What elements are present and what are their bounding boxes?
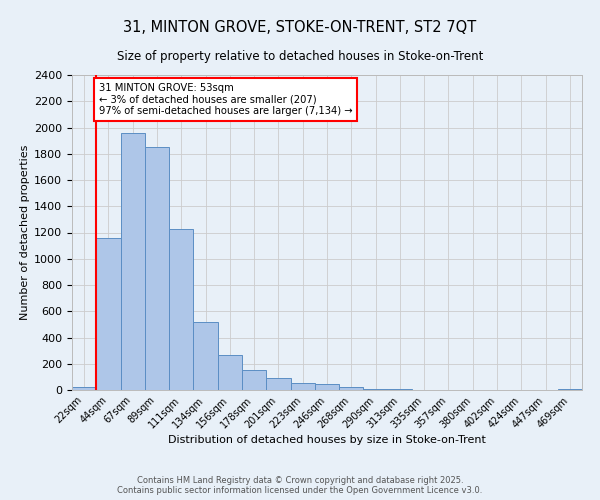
Bar xyxy=(242,370,266,390)
Bar xyxy=(145,147,169,390)
Bar xyxy=(72,386,96,390)
Bar xyxy=(266,378,290,390)
Bar xyxy=(169,228,193,390)
Bar xyxy=(218,354,242,390)
Text: 31 MINTON GROVE: 53sqm
← 3% of detached houses are smaller (207)
97% of semi-det: 31 MINTON GROVE: 53sqm ← 3% of detached … xyxy=(99,83,352,116)
X-axis label: Distribution of detached houses by size in Stoke-on-Trent: Distribution of detached houses by size … xyxy=(168,436,486,446)
Bar xyxy=(121,132,145,390)
Text: 31, MINTON GROVE, STOKE-ON-TRENT, ST2 7QT: 31, MINTON GROVE, STOKE-ON-TRENT, ST2 7Q… xyxy=(124,20,476,35)
Bar xyxy=(96,238,121,390)
Bar xyxy=(290,383,315,390)
Bar xyxy=(193,322,218,390)
Y-axis label: Number of detached properties: Number of detached properties xyxy=(20,145,30,320)
Bar xyxy=(339,388,364,390)
Text: Size of property relative to detached houses in Stoke-on-Trent: Size of property relative to detached ho… xyxy=(117,50,483,63)
Text: Contains HM Land Registry data © Crown copyright and database right 2025.
Contai: Contains HM Land Registry data © Crown c… xyxy=(118,476,482,495)
Bar xyxy=(558,388,582,390)
Bar xyxy=(364,389,388,390)
Bar xyxy=(315,384,339,390)
